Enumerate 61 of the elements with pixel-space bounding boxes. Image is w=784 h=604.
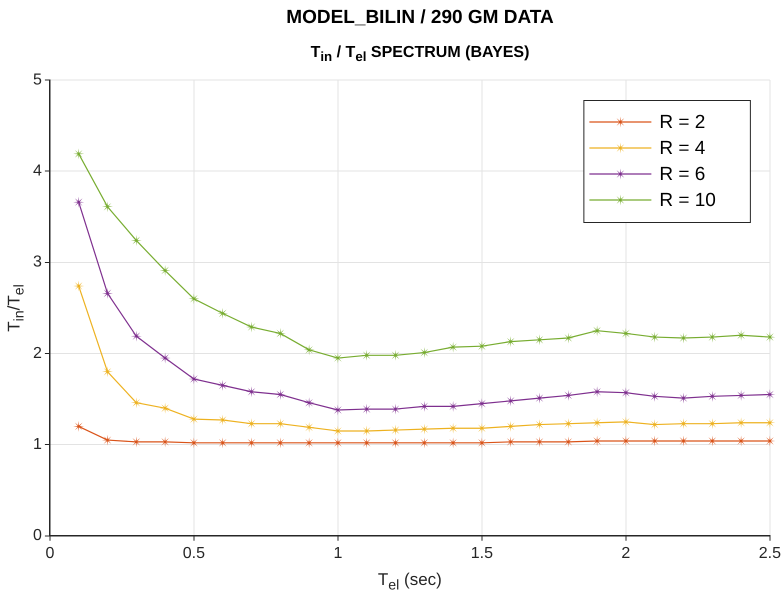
point bbox=[592, 325, 603, 336]
x-tick-label: 1.5 bbox=[470, 544, 494, 562]
point bbox=[160, 402, 171, 414]
point bbox=[274, 328, 286, 339]
chart-subtitle: T$_{in}$ / T$_{el}$ SPECTRUM (BAYES) bbox=[310, 44, 530, 64]
point bbox=[620, 328, 632, 339]
point bbox=[505, 420, 516, 432]
point bbox=[160, 265, 171, 276]
point bbox=[562, 390, 574, 401]
point bbox=[217, 414, 228, 426]
x-axis-title: T$_{el}$ (sec) bbox=[378, 570, 442, 594]
point bbox=[505, 336, 516, 348]
point bbox=[73, 280, 84, 292]
point bbox=[188, 293, 200, 304]
point bbox=[130, 234, 142, 246]
point bbox=[73, 420, 84, 432]
point bbox=[390, 424, 401, 436]
y-tick-label: 1 bbox=[32, 436, 42, 454]
point bbox=[274, 389, 286, 400]
point bbox=[160, 352, 171, 364]
y-tick-label: 2 bbox=[32, 344, 42, 362]
point bbox=[764, 332, 776, 343]
point bbox=[246, 386, 257, 398]
y-tick-label: 5 bbox=[32, 71, 42, 88]
chart-title: MODEL_BILIN / 290 GM DATA bbox=[286, 7, 554, 29]
legend-label: R = 6 bbox=[659, 164, 706, 186]
point bbox=[332, 352, 344, 364]
y-tick-label: 0 bbox=[32, 527, 42, 544]
point bbox=[418, 347, 430, 358]
point bbox=[246, 322, 257, 333]
point bbox=[332, 404, 344, 416]
legend-label: R = 4 bbox=[659, 138, 706, 160]
point bbox=[130, 397, 142, 408]
y-tick-label: 4 bbox=[32, 162, 42, 180]
point bbox=[102, 366, 113, 378]
x-tick-label: 0.5 bbox=[182, 544, 206, 562]
x-tick-label: 1 bbox=[333, 544, 342, 562]
legend-label: R = 10 bbox=[659, 190, 716, 212]
x-tick-label: 2.5 bbox=[758, 544, 782, 562]
point bbox=[73, 196, 84, 208]
point bbox=[188, 374, 200, 385]
point bbox=[304, 344, 315, 356]
point bbox=[73, 148, 84, 160]
point bbox=[246, 418, 257, 430]
point bbox=[102, 288, 113, 299]
point bbox=[188, 414, 200, 425]
point bbox=[102, 434, 113, 446]
point bbox=[304, 422, 315, 433]
point bbox=[217, 308, 228, 319]
point bbox=[304, 397, 315, 408]
x-tick-label: 0 bbox=[45, 544, 54, 562]
point bbox=[332, 425, 344, 436]
point bbox=[130, 330, 142, 342]
legend-label: R = 2 bbox=[659, 112, 706, 134]
x-tick-label: 2 bbox=[621, 544, 630, 562]
point bbox=[562, 332, 574, 344]
point bbox=[102, 201, 113, 212]
point bbox=[678, 392, 689, 404]
point bbox=[217, 380, 228, 391]
y-tick-label: 3 bbox=[32, 254, 42, 271]
point bbox=[130, 436, 142, 448]
